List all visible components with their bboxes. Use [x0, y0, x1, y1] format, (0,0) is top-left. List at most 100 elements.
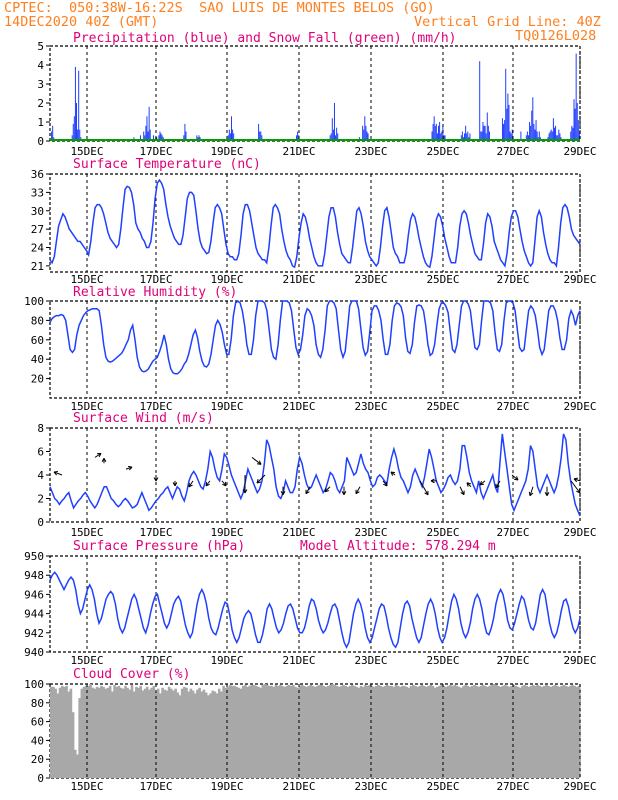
header-location: CPTEC: 050:38W-16:22S SAO LUIS DE MONTES…: [4, 0, 435, 16]
y-tick-label: 0: [37, 135, 44, 148]
cloud-bar: [431, 685, 435, 778]
wind-arrow: [341, 486, 347, 495]
cloud-bar: [337, 686, 341, 778]
y-tick-label: 20: [31, 373, 44, 386]
precip-bar: [529, 122, 531, 141]
precip-bar: [558, 129, 560, 141]
cloud-bar: [422, 685, 426, 778]
precip-bar: [74, 66, 76, 141]
precip-bar: [479, 61, 481, 142]
cloud-bar: [427, 685, 430, 778]
cloud-bar: [416, 686, 419, 778]
x-tick-label: 29DEC: [563, 145, 596, 158]
cloud-bar: [115, 686, 119, 778]
precip-bar: [576, 103, 578, 141]
precip-bar: [531, 110, 533, 141]
precip-bar: [259, 131, 261, 141]
precip-bar: [336, 127, 338, 141]
cloud-bar: [316, 685, 319, 778]
y-tick-label: 33: [31, 186, 44, 199]
x-tick-label: 25DEC: [426, 654, 459, 667]
cloud-bar: [529, 685, 533, 778]
cloud-bar: [307, 685, 310, 778]
y-tick-label: 2: [37, 97, 44, 110]
panel-0: 0 1 2 3 4 5 15DEC 17DEC 19DEC 21DEC 23DEC 25DEC 27DE…: [37, 31, 596, 158]
precip-bar: [337, 133, 339, 141]
precip-bar: [184, 123, 186, 141]
cloud-bar: [573, 685, 577, 778]
cloud-bar: [436, 686, 439, 778]
cloud-bar: [294, 686, 297, 778]
cloud-bar: [296, 687, 300, 778]
cloud-bar: [313, 686, 317, 778]
x-tick-label: 25DEC: [426, 400, 459, 413]
cloud-bar: [56, 693, 60, 778]
x-tick-label: 23DEC: [354, 145, 387, 158]
x-tick-label: 27DEC: [496, 273, 529, 286]
cloud-bar: [324, 686, 328, 778]
precip-bar: [552, 118, 554, 141]
precip-bar: [511, 129, 513, 141]
cloud-bar: [532, 684, 535, 778]
cloud-bar: [335, 685, 339, 778]
precip-bar: [533, 123, 535, 141]
precip-bar: [556, 135, 558, 141]
cloud-bar: [196, 689, 199, 778]
cloud-bar: [50, 686, 53, 778]
cloud-bar: [69, 688, 73, 778]
cloud-bar: [292, 684, 295, 778]
cloud-bar: [549, 686, 553, 778]
precip-bar: [260, 131, 262, 141]
cloud-bar: [65, 685, 68, 778]
precip-bar: [261, 135, 263, 141]
panel-frame: [49, 300, 581, 399]
cloud-bar: [322, 685, 326, 778]
x-tick-label: 15DEC: [70, 400, 103, 413]
cloud-bar: [534, 685, 537, 778]
cloud-bar: [87, 685, 90, 778]
cloud-bar: [204, 692, 208, 778]
cloud-bar: [377, 684, 380, 778]
precip-bar: [503, 123, 505, 141]
y-tick-label: 1: [37, 116, 44, 129]
precip-bar: [72, 123, 74, 141]
cloud-bar: [355, 686, 358, 778]
x-tick-label: 29DEC: [563, 400, 596, 413]
precip-bar: [550, 129, 552, 141]
y-tick-label: 946: [24, 588, 44, 601]
precip-bar: [333, 103, 335, 141]
y-tick-label: 80: [31, 697, 44, 710]
cloud-bar: [309, 684, 313, 778]
x-tick-label: 17DEC: [139, 780, 172, 793]
cloud-bar: [91, 687, 95, 778]
panel-title: Relative Humidity (%): [73, 285, 237, 300]
cloud-bar: [305, 686, 308, 778]
cloud-bar: [501, 685, 505, 778]
cloud-bar: [366, 685, 369, 778]
cloud-bar: [401, 685, 404, 778]
cloud-bar: [558, 686, 561, 778]
cloud-bar: [285, 685, 289, 778]
wind-arrow: [256, 474, 266, 484]
cloud-bar: [379, 685, 382, 778]
cloud-bar: [497, 685, 500, 778]
wind-arrow: [544, 486, 550, 496]
cloud-bar: [198, 687, 201, 778]
cloud-bar: [100, 685, 103, 778]
precip-bar: [363, 129, 365, 141]
wind-arrow: [172, 480, 178, 487]
x-tick-label: 29DEC: [563, 780, 596, 793]
cloud-bar: [248, 685, 252, 778]
cloud-bar: [353, 685, 356, 778]
panel-5: 0 20 40 60 80 100 15DEC 17DEC 19DEC 21DEC 23DEC 25D…: [24, 667, 596, 793]
precip-bar: [507, 93, 509, 141]
precip-bar: [510, 133, 512, 141]
x-tick-label: 25DEC: [426, 526, 459, 539]
cloud-bar: [374, 685, 378, 778]
precip-bar: [578, 131, 580, 141]
precip-bar: [571, 125, 573, 141]
x-tick-label: 21DEC: [282, 400, 315, 413]
precip-bar: [362, 125, 364, 141]
precip-bar: [555, 125, 557, 141]
